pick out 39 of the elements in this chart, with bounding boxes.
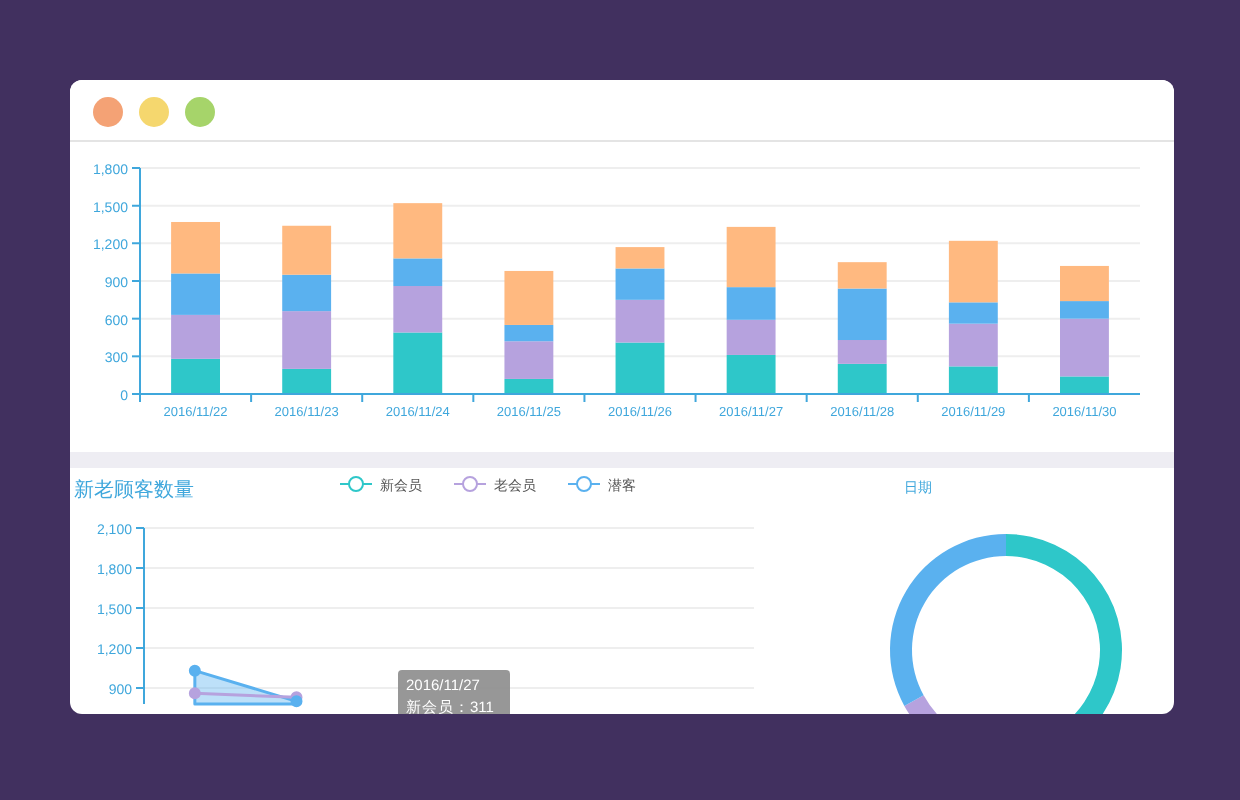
bar	[504, 378, 554, 394]
chart-title: 新老顾客数量	[74, 478, 194, 502]
point	[188, 664, 201, 677]
point	[188, 687, 201, 700]
bar	[837, 288, 887, 341]
bar	[615, 268, 665, 300]
bar	[282, 311, 332, 369]
bar	[837, 262, 887, 289]
bar	[504, 324, 554, 342]
bar	[1060, 265, 1109, 302]
bar	[1060, 376, 1109, 394]
bar	[948, 366, 998, 394]
bar	[282, 274, 332, 312]
bar	[171, 358, 220, 394]
bar	[171, 221, 220, 274]
bar	[615, 247, 665, 269]
bar	[171, 273, 220, 315]
bar	[393, 286, 443, 333]
bar	[171, 314, 220, 359]
bar	[726, 354, 776, 394]
bar	[504, 341, 554, 379]
bar	[282, 225, 332, 275]
bar	[615, 299, 665, 343]
bar	[726, 319, 776, 355]
bar	[1060, 318, 1109, 377]
bar	[948, 302, 998, 324]
bar	[282, 368, 332, 394]
bar	[615, 342, 665, 394]
bar	[837, 340, 887, 364]
bar	[726, 226, 776, 288]
bar	[837, 363, 887, 394]
bar	[726, 287, 776, 320]
bar	[504, 270, 554, 325]
bar	[393, 203, 443, 259]
bar	[393, 332, 443, 394]
bar	[948, 323, 998, 367]
bar	[1060, 301, 1109, 319]
bar	[393, 258, 443, 287]
bar	[948, 240, 998, 303]
